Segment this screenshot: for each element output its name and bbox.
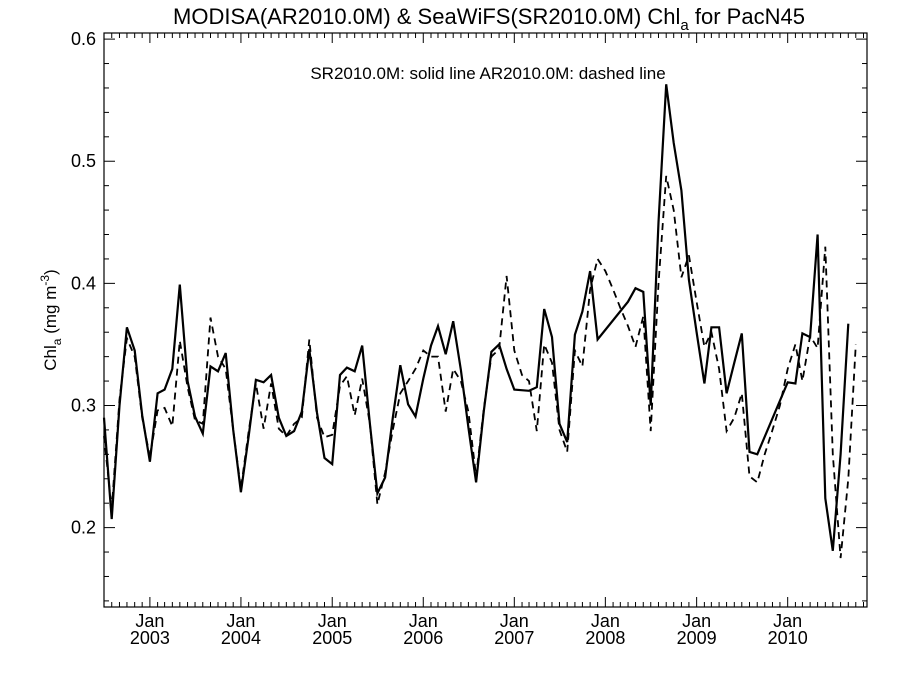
x-tick-label-year: 2009: [677, 628, 717, 648]
x-tick-label-month: Jan: [409, 611, 438, 631]
plot-frame: [103, 32, 868, 608]
x-tick-label-year: 2005: [312, 628, 352, 648]
series-line-AR2010.0M: [103, 175, 857, 559]
legend-annotation: SR2010.0M: solid line AR2010.0M: dashed …: [310, 64, 665, 83]
x-tick-label-year: 2007: [494, 628, 534, 648]
y-tick-label: 0.2: [71, 518, 96, 538]
x-tick-label-year: 2006: [403, 628, 443, 648]
y-tick-label: 0.4: [71, 273, 96, 293]
x-tick-label-year: 2010: [768, 628, 808, 648]
x-tick-label-month: Jan: [500, 611, 529, 631]
x-tick-label-year: 2008: [585, 628, 625, 648]
x-tick-label-month: Jan: [591, 611, 620, 631]
x-tick-label-month: Jan: [318, 611, 347, 631]
x-tick-label-month: Jan: [682, 611, 711, 631]
x-tick-label-month: Jan: [135, 611, 164, 631]
axes: 0.20.30.40.50.6Jan2003Jan2004Jan2005Jan2…: [71, 29, 868, 648]
series-line-SR2010.0M: [102, 84, 850, 551]
y-axis-label: Chla (mg m-3): [38, 269, 64, 370]
x-tick-label-month: Jan: [226, 611, 255, 631]
x-tick-label-month: Jan: [773, 611, 802, 631]
x-tick-label-year: 2003: [130, 628, 170, 648]
chart-title: MODISA(AR2010.0M) & SeaWiFS(SR2010.0M) C…: [173, 4, 805, 34]
y-tick-label: 0.3: [71, 395, 96, 415]
y-tick-label: 0.5: [71, 151, 96, 171]
x-tick-label-year: 2004: [221, 628, 261, 648]
y-tick-label: 0.6: [71, 29, 96, 49]
plot-lines: [102, 84, 857, 559]
